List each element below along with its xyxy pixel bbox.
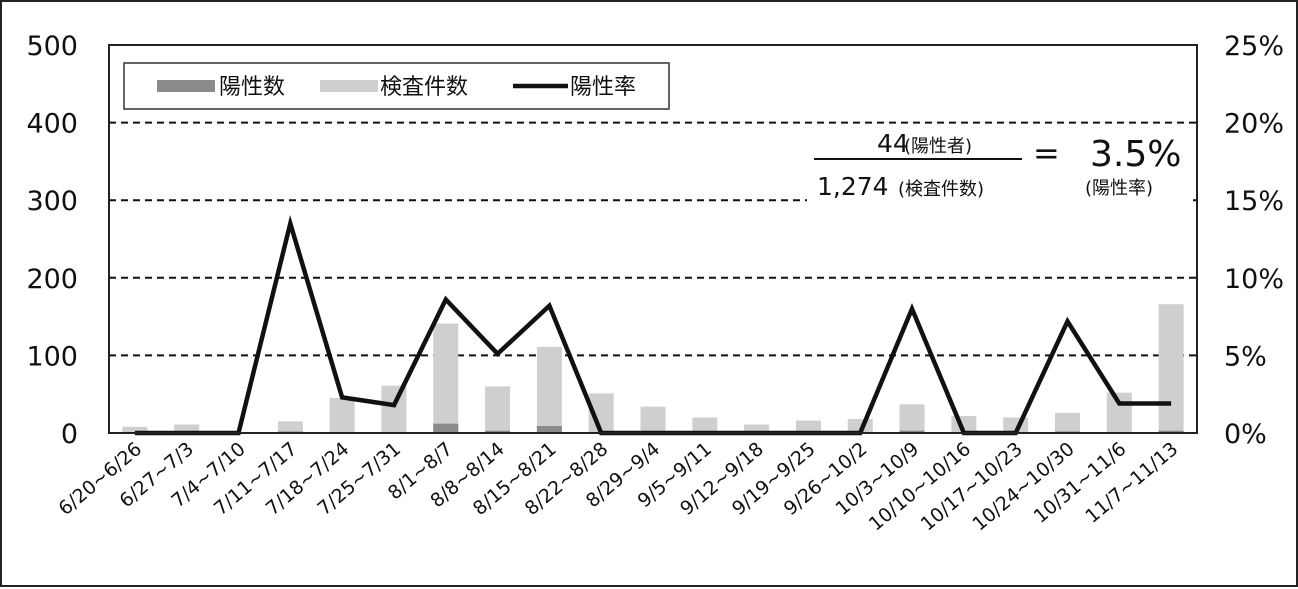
legend-label-tests: 検査件数 [380, 75, 468, 100]
y-tick-left: 500 [26, 31, 78, 62]
y-tick-right: 15% [1224, 186, 1284, 217]
formula-denominator-label: (検査件数) [898, 179, 984, 200]
formula-background [807, 126, 1193, 206]
legend-label-rate: 陽性率 [570, 75, 636, 100]
y-tick-left: 0 [61, 419, 78, 450]
rate-formula: 44 (陽性者) 1,274 (検査件数) = 3.5% (陽性率) [807, 126, 1193, 206]
y-tick-right: 5% [1224, 341, 1267, 372]
right-y-axis: 0% 5% 10% 15% 20% 25% [1224, 31, 1284, 450]
bar-tests [795, 420, 821, 433]
bar-tests [1106, 392, 1132, 433]
bar-positives [1158, 430, 1184, 433]
bar-tests [899, 404, 925, 433]
grid-lines [109, 121, 1197, 357]
bar-tests [277, 421, 303, 433]
legend-swatch-positives [157, 80, 215, 92]
x-axis: 6/20~6/266/27~7/37/4~7/107/11~7/177/18~7… [54, 438, 1182, 535]
legend-label-positives: 陽性数 [219, 75, 285, 100]
bar-tests [1054, 412, 1080, 433]
bar-tests [122, 426, 148, 433]
bar-tests [1158, 304, 1184, 433]
bar-tests [640, 406, 666, 433]
y-tick-left: 100 [26, 341, 78, 372]
formula-result-value: 3.5% [1090, 134, 1181, 175]
formula-denominator-value: 1,274 [817, 172, 889, 201]
y-tick-right: 0% [1224, 419, 1267, 450]
legend-swatch-tests [320, 80, 378, 92]
legend: 陽性数 検査件数 陽性率 [123, 62, 670, 110]
plot-area-border [108, 44, 1198, 434]
bar-tests [536, 346, 562, 433]
bar-tests [381, 385, 407, 433]
formula-numerator-value: 44 [877, 129, 909, 158]
y-tick-right: 10% [1224, 264, 1284, 295]
bar-positives [536, 426, 562, 433]
left-y-axis: 0 100 200 300 400 500 [26, 31, 78, 450]
bar-positives [433, 423, 459, 433]
formula-equals: = [1033, 134, 1060, 172]
bar-positives [485, 430, 511, 433]
bar-positives [899, 430, 925, 433]
bar-tests [174, 424, 200, 433]
rate-line [134, 214, 1172, 436]
tests-bars [122, 304, 1184, 433]
bar-tests [433, 323, 459, 433]
y-tick-right: 20% [1224, 109, 1284, 140]
bar-tests [329, 398, 355, 433]
y-tick-left: 300 [26, 186, 78, 217]
y-tick-right: 25% [1224, 31, 1284, 62]
formula-result-label: (陽性率) [1085, 178, 1153, 199]
bar-tests [485, 386, 511, 433]
formula-numerator-label: (陽性者) [904, 136, 972, 157]
bar-tests [692, 417, 718, 433]
y-tick-left: 200 [26, 264, 78, 295]
bar-tests [744, 424, 770, 433]
y-tick-left: 400 [26, 109, 78, 140]
